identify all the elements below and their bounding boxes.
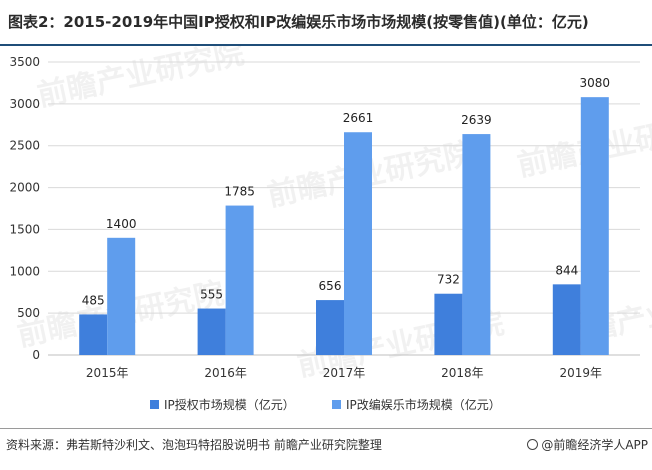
bar-1 [434, 293, 463, 355]
data-label: 555 [200, 288, 223, 302]
x-tick-label: 2016年 [204, 366, 247, 380]
brand-logo-icon [527, 439, 539, 450]
data-label: 485 [82, 293, 105, 307]
bar-1 [552, 284, 581, 355]
legend-swatch [332, 400, 341, 409]
y-axis: 0 500 1000 1500 2000 2500 3000 3500 [9, 55, 40, 362]
y-tick-label: 1000 [9, 264, 40, 278]
chart-title: 图表2：2015-2019年中国IP授权和IP改编娱乐市场市场规模(按零售值)(… [8, 13, 589, 31]
y-tick-label: 0 [32, 348, 40, 362]
data-label: 3080 [580, 76, 611, 90]
y-tick-label: 3000 [9, 97, 40, 111]
y-tick-label: 2000 [9, 181, 40, 195]
source-note: 资料来源：弗若斯特沙利文、泡泡玛特招股说明书 前瞻产业研究院整理 [6, 438, 382, 452]
bar-2 [225, 205, 254, 355]
y-tick-label: 2500 [9, 139, 40, 153]
data-label: 2661 [343, 111, 374, 125]
x-tick-label: 2015年 [86, 366, 129, 380]
brand-label: @前瞻经济学人APP [541, 438, 648, 452]
y-tick-label: 1500 [9, 222, 40, 236]
title-underline [0, 44, 652, 46]
bar-2 [462, 134, 491, 355]
data-label: 1785 [224, 185, 255, 199]
y-tick-label: 3500 [9, 55, 40, 69]
bars-layer: 485 1400 555 1785 656 2661 732 2639 844 3080 [79, 76, 610, 355]
legend-label: IP授权市场规模（亿元） [164, 397, 295, 412]
bar-1 [316, 300, 344, 355]
footer-divider [0, 428, 652, 429]
data-label: 1400 [106, 217, 137, 231]
x-tick-label: 2019年 [560, 366, 603, 380]
bar-1 [197, 308, 226, 355]
legend-swatch [150, 400, 159, 409]
bar-2 [580, 97, 609, 355]
data-label: 656 [319, 279, 342, 293]
legend-label: IP改编娱乐市场规模（亿元） [346, 397, 501, 412]
legend: IP授权市场规模（亿元） IP改编娱乐市场规模（亿元） [150, 397, 501, 412]
bar-1 [79, 314, 108, 355]
y-tick-label: 500 [17, 306, 40, 320]
data-label: 844 [555, 263, 578, 277]
x-axis: 2015年 2016年 2017年 2018年 2019年 [86, 366, 602, 380]
x-tick-label: 2018年 [441, 366, 484, 380]
brand-credit: @前瞻经济学人APP [527, 436, 648, 453]
bar-2 [107, 237, 136, 355]
x-tick-label: 2017年 [323, 366, 366, 380]
bar-2 [344, 132, 372, 355]
data-label: 732 [437, 273, 460, 287]
data-label: 2639 [461, 113, 492, 127]
bar-chart: 前瞻产业研究院前瞻产业研究院前瞻产业研究院前瞻产业研究院前瞻产业研究院前瞻产业研… [9, 46, 652, 412]
